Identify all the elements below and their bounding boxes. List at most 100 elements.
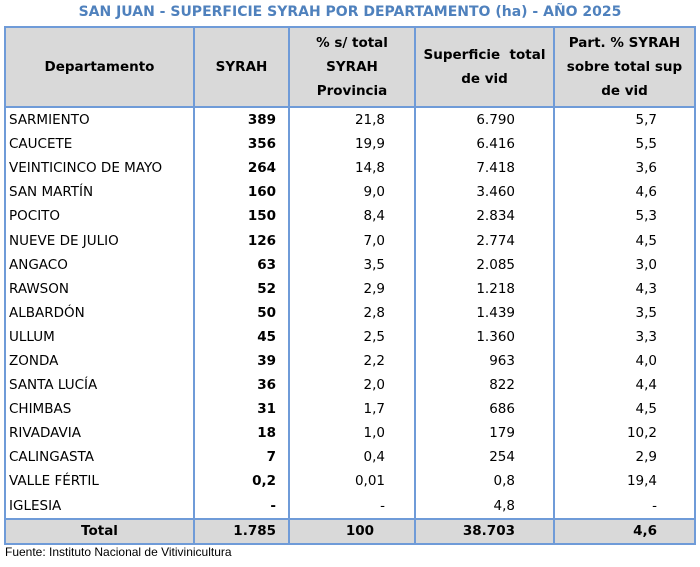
cell-departamento: ZONDA	[4, 348, 195, 374]
cell-syrah: 150	[193, 204, 290, 229]
table-row: SAN MARTÍN 160 9,0 3.460 4,6	[4, 180, 696, 205]
total-syrah: 1.785	[193, 517, 290, 545]
cell-part: 19,4	[553, 469, 696, 494]
cell-syrah: 45	[193, 324, 290, 349]
cell-part: -	[553, 493, 696, 519]
cell-pct-total: 2,2	[288, 348, 416, 374]
cell-syrah: 389	[193, 107, 290, 133]
cell-departamento: VEINTICINCO DE MAYO	[4, 156, 195, 181]
cell-departamento: SANTA LUCÍA	[4, 373, 195, 398]
cell-superficie: 4,8	[414, 493, 555, 519]
header-pct-line2: SYRAH	[326, 59, 378, 75]
cell-superficie: 0,8	[414, 469, 555, 494]
header-syrah: SYRAH	[193, 26, 290, 108]
cell-superficie: 2.774	[414, 228, 555, 253]
cell-superficie: 179	[414, 421, 555, 446]
header-departamento: Departamento	[4, 26, 195, 108]
table-row: VALLE FÉRTIL 0,2 0,01 0,8 19,4	[4, 469, 696, 494]
cell-superficie: 2.085	[414, 252, 555, 277]
cell-superficie: 6.790	[414, 107, 555, 133]
cell-part: 5,7	[553, 107, 696, 133]
cell-part: 3,3	[553, 324, 696, 349]
table-row: CALINGASTA 7 0,4 254 2,9	[4, 445, 696, 470]
cell-syrah: 39	[193, 348, 290, 374]
cell-syrah: 7	[193, 445, 290, 470]
table-row: RIVADAVIA 18 1,0 179 10,2	[4, 421, 696, 446]
cell-syrah: 126	[193, 228, 290, 253]
table-row: POCITO 150 8,4 2.834 5,3	[4, 204, 696, 229]
header-pct-line1: % s/ total	[316, 35, 388, 51]
cell-pct-total: 3,5	[288, 252, 416, 277]
cell-pct-total: 2,8	[288, 300, 416, 325]
cell-departamento: CHIMBAS	[4, 397, 195, 422]
header-sup-line1: Superficie total	[423, 47, 546, 63]
cell-part: 4,0	[553, 348, 696, 374]
cell-departamento: SARMIENTO	[4, 107, 195, 133]
table-row: SANTA LUCÍA 36 2,0 822 4,4	[4, 373, 696, 398]
header-pct-line3: Provincia	[316, 83, 388, 99]
cell-syrah: 36	[193, 373, 290, 398]
cell-syrah: 31	[193, 397, 290, 422]
cell-superficie: 6.416	[414, 132, 555, 157]
table-row: ZONDA 39 2,2 963 4,0	[4, 348, 696, 374]
cell-part: 4,5	[553, 228, 696, 253]
cell-part: 5,3	[553, 204, 696, 229]
cell-superficie: 3.460	[414, 180, 555, 205]
cell-part: 4,3	[553, 276, 696, 301]
cell-superficie: 686	[414, 397, 555, 422]
cell-part: 5,5	[553, 132, 696, 157]
cell-superficie: 1.360	[414, 324, 555, 349]
cell-syrah: 63	[193, 252, 290, 277]
table-row: NUEVE DE JULIO 126 7,0 2.774 4,5	[4, 228, 696, 253]
header-sup-line2: de vid	[461, 71, 508, 87]
cell-syrah: 18	[193, 421, 290, 446]
table-row: VEINTICINCO DE MAYO 264 14,8 7.418 3,6	[4, 156, 696, 181]
cell-departamento: IGLESIA	[4, 493, 195, 519]
cell-superficie: 822	[414, 373, 555, 398]
table-row: CHIMBAS 31 1,7 686 4,5	[4, 397, 696, 422]
cell-superficie: 7.418	[414, 156, 555, 181]
cell-part: 4,5	[553, 397, 696, 422]
cell-syrah: 160	[193, 180, 290, 205]
cell-syrah: 52	[193, 276, 290, 301]
cell-pct-total: 1,0	[288, 421, 416, 446]
table-row: ULLUM 45 2,5 1.360 3,3	[4, 324, 696, 349]
cell-pct-total: 1,7	[288, 397, 416, 422]
table-row: IGLESIA - -4,8-	[4, 493, 696, 519]
header-part-line2: sobre total sup	[566, 59, 683, 75]
total-pct: 100	[288, 517, 416, 545]
table-row: CAUCETE 356 19,9 6.416 5,5	[4, 132, 696, 157]
cell-part: 4,6	[553, 180, 696, 205]
table-row: RAWSON 52 2,9 1.218 4,3	[4, 276, 696, 301]
cell-superficie: 254	[414, 445, 555, 470]
cell-departamento: POCITO	[4, 204, 195, 229]
cell-superficie: 2.834	[414, 204, 555, 229]
header-part: Part. % SYRAH sobre total sup de vid	[553, 26, 696, 108]
cell-superficie: 963	[414, 348, 555, 374]
header-departamento-label: Departamento	[44, 59, 155, 75]
cell-departamento: ANGACO	[4, 252, 195, 277]
cell-part: 10,2	[553, 421, 696, 446]
cell-syrah: 356	[193, 132, 290, 157]
table-row: ALBARDÓN 50 2,8 1.439 3,5	[4, 300, 696, 325]
total-label: Total	[4, 517, 195, 545]
header-superficie: Superficie total de vid	[414, 26, 555, 108]
source-note: Fuente: Instituto Nacional de Vitivinicu…	[5, 545, 232, 559]
table-row: SARMIENTO 389 21,8 6.790 5,7	[4, 107, 696, 133]
cell-departamento: CALINGASTA	[4, 445, 195, 470]
cell-departamento: SAN MARTÍN	[4, 180, 195, 205]
table-row: ANGACO 63 3,5 2.085 3,0	[4, 252, 696, 277]
cell-pct-total: 21,8	[288, 107, 416, 133]
cell-syrah: 50	[193, 300, 290, 325]
cell-pct-total: 19,9	[288, 132, 416, 157]
table-title: SAN JUAN - SUPERFICIE SYRAH POR DEPARTAM…	[78, 4, 622, 20]
header-syrah-label: SYRAH	[215, 59, 268, 75]
cell-pct-total: 2,9	[288, 276, 416, 301]
cell-departamento: RIVADAVIA	[4, 421, 195, 446]
total-row: Total 1.785 100 38.703 4,6	[4, 517, 696, 545]
cell-departamento: RAWSON	[4, 276, 195, 301]
cell-part: 2,9	[553, 445, 696, 470]
cell-part: 3,6	[553, 156, 696, 181]
cell-pct-total: -	[288, 493, 416, 519]
cell-part: 4,4	[553, 373, 696, 398]
